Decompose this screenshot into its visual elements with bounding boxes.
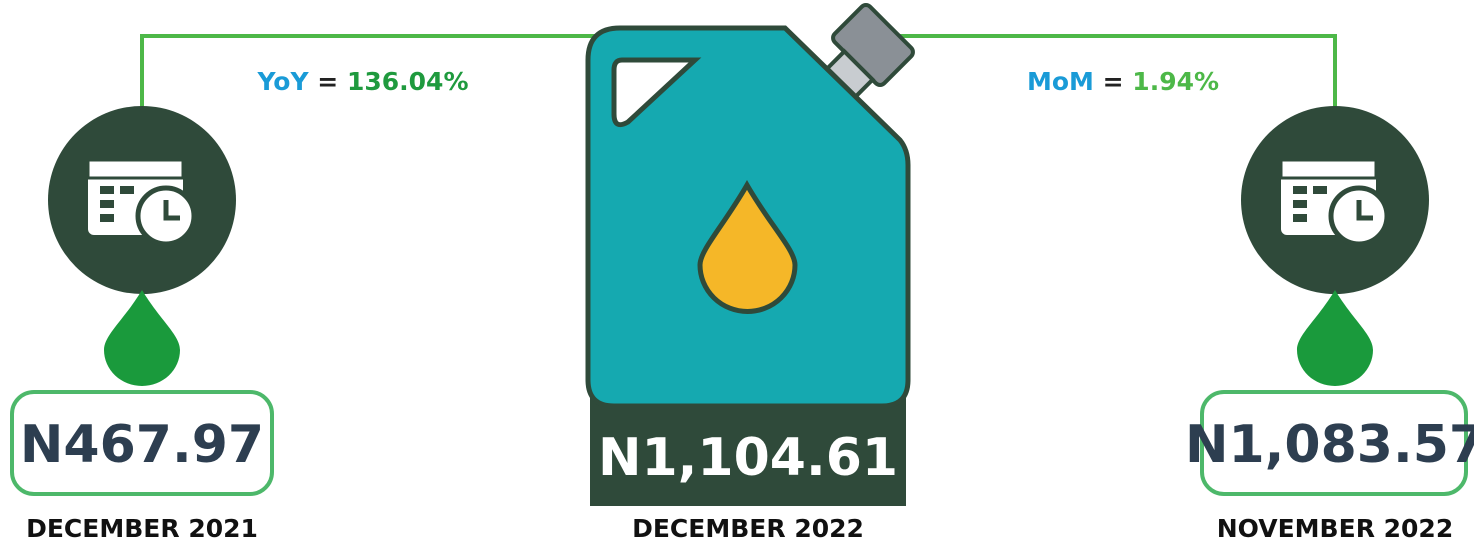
period: DECEMBER 2021	[26, 514, 258, 543]
drop-icon	[104, 290, 180, 386]
yoy-value: 136.04%	[347, 67, 469, 96]
infographic: YoY = 136.04% MoM = 1.94% N467.97 N1,083…	[0, 0, 1474, 548]
drop-icon	[1297, 290, 1373, 386]
mom-label: MoM	[1027, 67, 1094, 96]
period: NOVEMBER 2022	[1217, 514, 1453, 543]
calendar-icon	[48, 106, 236, 294]
yoy-change: YoY = 136.04%	[256, 67, 468, 96]
calendar-icon	[1241, 106, 1429, 294]
mom-change: MoM = 1.94%	[1027, 67, 1219, 96]
equals: =	[1103, 67, 1124, 96]
price: N467.97	[20, 415, 264, 475]
mom-value: 1.94%	[1132, 67, 1219, 96]
price: N1,083.57	[1185, 415, 1474, 475]
yoy-label: YoY	[256, 67, 309, 96]
fuel-can-icon	[588, 3, 915, 406]
equals: =	[317, 67, 338, 96]
price: N1,104.61	[598, 428, 898, 488]
period: DECEMBER 2022	[632, 514, 864, 543]
